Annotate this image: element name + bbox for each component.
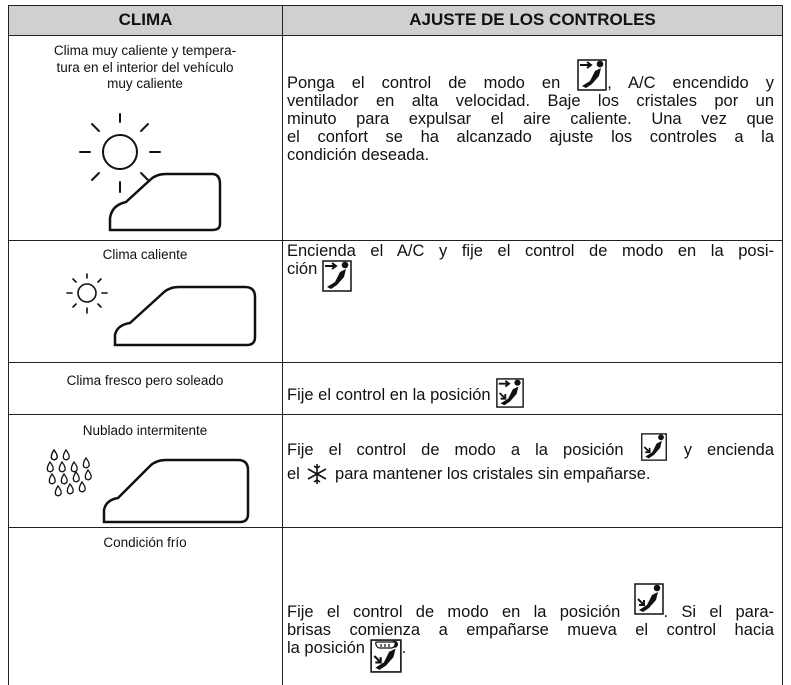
text-line: Ponga el control de modo en , A/C encend…	[287, 58, 774, 92]
mode-icon	[322, 260, 352, 292]
rule	[8, 527, 783, 528]
rule	[782, 5, 783, 685]
text-line: Condición frío	[103, 535, 187, 550]
text-line: Nublado intermitente	[82, 423, 208, 438]
text-line: Fije el control de modo en la posición .…	[287, 583, 774, 621]
rule	[8, 240, 783, 241]
text: Fije el control de modo a la posición	[287, 441, 639, 459]
text-line: Clima muy caliente y tempera-	[53, 43, 237, 58]
text-line: brisas comienza a empañarse mueva el con…	[287, 621, 774, 639]
ac-icon	[308, 464, 327, 484]
rule	[8, 5, 9, 685]
climate-cell: Condición frío	[10, 535, 280, 552]
rule	[8, 414, 783, 415]
text-line: el confort se ha alcanzado ajuste los co…	[287, 128, 774, 146]
mode-icon	[370, 639, 402, 673]
text-line: muy caliente	[107, 76, 183, 91]
hot-weather-art	[79, 113, 222, 232]
settings-cell: Fije el control de modo a la posición y …	[287, 433, 774, 487]
text: la posición	[287, 639, 370, 657]
text: . Si el para-	[663, 603, 774, 621]
text: para mantener los cristales sin empañars…	[330, 465, 651, 483]
text-line: condición deseada.	[287, 146, 430, 164]
text-line: Encienda el A/C y fije el control de mod…	[287, 242, 774, 260]
settings-cell: Fije el control en la posición	[287, 378, 774, 408]
rule	[8, 35, 783, 36]
mode-icon	[639, 433, 669, 461]
text-line: ventilador en alta velocidad. Baje los c…	[287, 92, 774, 110]
climate-cell: Clima caliente	[10, 247, 280, 264]
text: .	[401, 639, 407, 657]
text: y encienda	[668, 441, 774, 459]
text-line: Clima caliente	[102, 247, 188, 262]
text-line: Fije el control en la posición	[287, 378, 774, 408]
climate-cell: Nublado intermitente	[10, 423, 280, 440]
text-line: minuto para expulsar el aire caliente. U…	[287, 110, 774, 128]
header-cell: AJUSTE DE LOS CONTROLES	[283, 5, 782, 35]
text-line: tura en el interior del vehículo	[56, 59, 234, 75]
cloudy-weather-art	[46, 448, 250, 524]
warm-weather-art	[66, 273, 257, 347]
text-line: la posición .	[287, 639, 774, 673]
header-cell: CLIMA	[9, 5, 282, 35]
settings-cell: Fije el control de modo en la posición .…	[287, 583, 774, 673]
climate-cell: Clima fresco pero soleado	[10, 373, 280, 390]
text: el	[287, 465, 305, 483]
mode-icon	[495, 378, 525, 408]
text: , A/C encendido y	[607, 74, 774, 92]
text: Fije el control en la posición	[287, 386, 496, 404]
text: Fije el control de modo en la posición	[287, 603, 634, 621]
settings-cell: Ponga el control de modo en , A/C encend…	[287, 58, 774, 164]
mode-icon	[577, 58, 607, 92]
settings-cell: Encienda el A/C y fije el control de mod…	[287, 242, 774, 292]
rule	[282, 5, 283, 685]
rule	[8, 362, 783, 363]
text: Ponga el control de modo en	[287, 74, 578, 92]
mode-icon	[634, 583, 664, 615]
climate-cell: Clima muy caliente y tempera- tura en el…	[10, 43, 280, 93]
text-line: Clima fresco pero soleado	[66, 373, 224, 388]
text-line: ción	[287, 260, 774, 292]
text-line: Fije el control de modo a la posición y …	[287, 433, 774, 461]
text: ción	[287, 260, 322, 278]
text-line: el para mantener los cristales sin empañ…	[287, 461, 774, 487]
rule	[8, 5, 783, 6]
